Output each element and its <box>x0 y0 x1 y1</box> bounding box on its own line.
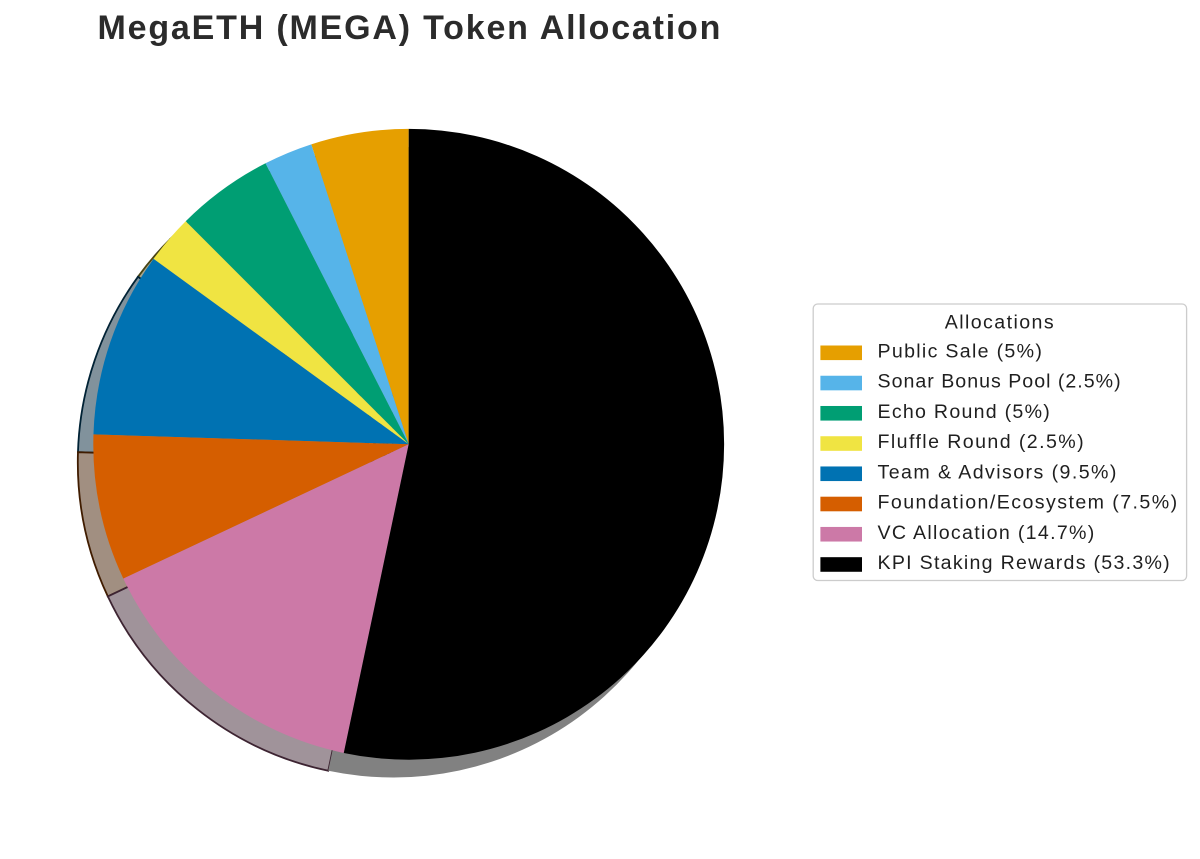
svg-text:Sonar Bonus Pool (2.5%): Sonar Bonus Pool (2.5%) <box>878 371 1122 393</box>
svg-text:MegaETH (MEGA) Token Allocatio: MegaETH (MEGA) Token Allocation <box>98 9 723 47</box>
svg-text:Public Sale (5%): Public Sale (5%) <box>878 341 1044 363</box>
svg-text:Fluffle Round (2.5%): Fluffle Round (2.5%) <box>878 431 1086 453</box>
svg-text:VC Allocation (14.7%): VC Allocation (14.7%) <box>878 522 1096 544</box>
svg-text:Echo Round (5%): Echo Round (5%) <box>878 401 1052 423</box>
svg-text:Team & Advisors (9.5%): Team & Advisors (9.5%) <box>878 461 1118 483</box>
svg-text:Foundation/Ecosystem (7.5%): Foundation/Ecosystem (7.5%) <box>878 492 1179 514</box>
svg-text:Allocations: Allocations <box>945 312 1055 334</box>
svg-text:KPI Staking Rewards (53.3%): KPI Staking Rewards (53.3%) <box>878 552 1171 574</box>
